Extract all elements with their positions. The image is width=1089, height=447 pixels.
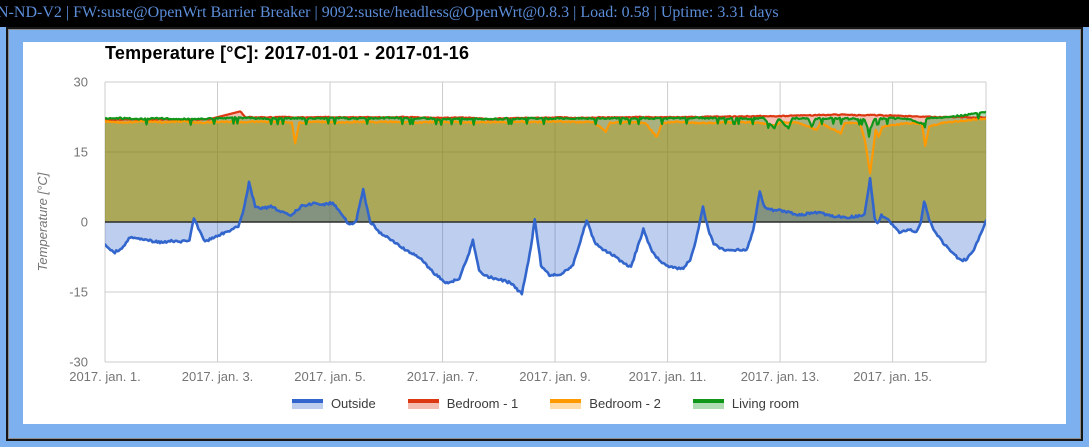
series-fill-outside [105,178,986,295]
legend-swatch-icon [550,398,582,409]
series-fill-bedroom-2 [105,118,986,222]
series-line-living-room [105,110,986,138]
legend-label: Bedroom - 1 [446,396,519,411]
legend-item-bedroom-1: Bedroom - 1 [407,396,519,411]
page-title: Temperature [°C]: 2017-01-01 - 2017-01-1… [105,43,470,63]
series-line-bedroom-2 [105,117,986,175]
legend-swatch-icon [291,398,323,409]
legend-item-living-room: Living room [692,396,800,411]
y-tick-label: -15 [69,285,88,300]
status-bar: N-ND-V2 | FW:suste@OpenWrt Barrier Break… [0,0,1089,27]
series-line-outside [105,176,986,296]
x-tick-label: 2017. jan. 5. [294,369,366,384]
y-tick-label: 30 [74,75,88,90]
legend-label: Bedroom - 2 [589,396,661,411]
x-tick-label: 2017. jan. 1. [69,369,141,384]
legend-label: Living room [731,396,800,411]
window-frame: Temperature [°C]: 2017-01-01 - 2017-01-1… [6,27,1083,441]
chart-panel: Temperature [°C]: 2017-01-01 - 2017-01-1… [23,42,1066,424]
series-fills [105,111,986,295]
status-bar-text: N-ND-V2 | FW:suste@OpenWrt Barrier Break… [0,4,779,21]
y-tick-label: 0 [81,215,88,230]
series-line-bedroom-1 [105,110,986,122]
legend-swatch-icon [407,398,439,409]
x-tick-label: 2017. jan. 13. [741,369,820,384]
chart-legend: Outside Bedroom - 1 Bedroom - 2 Living room [105,396,986,411]
x-tick-label: 2017. jan. 15. [853,369,932,384]
legend-item-bedroom-2: Bedroom - 2 [550,396,661,411]
chart-canvas[interactable]: 2017. jan. 1. 2017. jan. 3. 2017. jan. 5. 2… [23,42,1066,424]
legend-item-outside: Outside [291,396,376,411]
x-tick-label: 2017. jan. 11. [629,369,707,384]
legend-swatch-icon [692,398,724,409]
y-axis-title: Temperature [°C] [35,172,50,271]
y-tick-label: -30 [69,355,88,370]
x-tick-label: 2017. jan. 9. [519,369,591,384]
series-fill-bedroom-1 [105,111,986,222]
series-fill-living-room [105,111,986,222]
x-tick-label: 2017. jan. 7. [407,369,479,384]
series-lines [105,110,986,296]
legend-label: Outside [330,396,376,411]
x-tick-label: 2017. jan. 3. [182,369,254,384]
y-tick-label: 15 [74,145,88,160]
